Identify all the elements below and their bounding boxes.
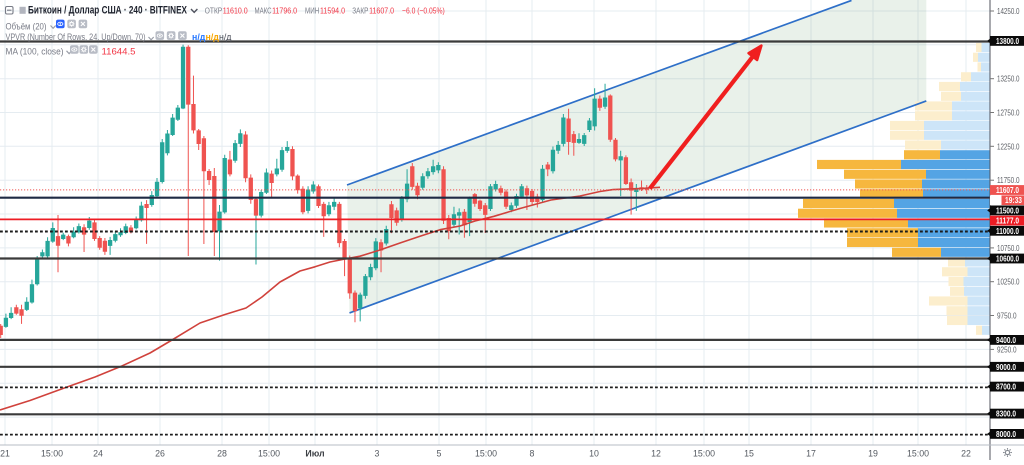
svg-text:5: 5 bbox=[437, 449, 442, 459]
svg-text:8000.0: 8000.0 bbox=[996, 429, 1016, 439]
svg-text:11000.0: 11000.0 bbox=[996, 226, 1019, 236]
svg-text:15:00: 15:00 bbox=[693, 449, 715, 459]
svg-text:15:00: 15:00 bbox=[258, 449, 280, 459]
svg-text:8300.0: 8300.0 bbox=[996, 409, 1016, 419]
svg-text:10600.0: 10600.0 bbox=[996, 254, 1019, 264]
svg-text:МИН: МИН bbox=[305, 5, 319, 15]
svg-text:8: 8 bbox=[530, 449, 535, 459]
svg-text:19: 19 bbox=[868, 449, 878, 459]
svg-text:11594.0: 11594.0 bbox=[320, 5, 345, 15]
svg-text:9000.0: 9000.0 bbox=[996, 362, 1016, 372]
svg-text:8700.0: 8700.0 bbox=[996, 382, 1016, 392]
svg-text:ОТКР: ОТКР bbox=[205, 5, 223, 15]
svg-text:МАКС: МАКС bbox=[255, 5, 272, 15]
svg-text:12: 12 bbox=[651, 449, 661, 459]
svg-text:Объём (20): Объём (20) bbox=[6, 21, 47, 32]
svg-text:−6.0 (−0.05%): −6.0 (−0.05%) bbox=[402, 5, 445, 15]
svg-text:ЗАКР: ЗАКР bbox=[352, 5, 368, 15]
svg-text:15:00: 15:00 bbox=[41, 449, 63, 459]
svg-text:12250.0: 12250.0 bbox=[997, 141, 1020, 151]
svg-text:11796.0: 11796.0 bbox=[272, 5, 297, 15]
svg-text:н/д: н/д bbox=[192, 32, 206, 42]
svg-text:14250.0: 14250.0 bbox=[997, 6, 1020, 16]
svg-text:15: 15 bbox=[744, 449, 754, 459]
svg-text:28: 28 bbox=[217, 449, 227, 459]
svg-text:19:33: 19:33 bbox=[1005, 195, 1022, 205]
svg-text:10750.0: 10750.0 bbox=[997, 243, 1020, 253]
svg-text:15:00: 15:00 bbox=[907, 449, 929, 459]
svg-text:26: 26 bbox=[155, 449, 165, 459]
svg-text:10: 10 bbox=[589, 449, 599, 459]
svg-text:9400.0: 9400.0 bbox=[996, 335, 1016, 345]
svg-text:Июл: Июл bbox=[305, 449, 324, 459]
svg-text:15:00: 15:00 bbox=[475, 449, 497, 459]
svg-text:н/д: н/д bbox=[206, 32, 220, 42]
svg-text:Биткоин / Доллар США · 240 · B: Биткоин / Доллар США · 240 · BITFINEX bbox=[28, 5, 187, 17]
svg-text:22: 22 bbox=[961, 449, 971, 459]
svg-text:13250.0: 13250.0 bbox=[997, 74, 1020, 84]
svg-text:11607.0: 11607.0 bbox=[996, 185, 1019, 195]
svg-text:VPVR (Number Of Rows, 24, Up/D: VPVR (Number Of Rows, 24, Up/Down, 70) bbox=[6, 32, 146, 43]
svg-text:11177.0: 11177.0 bbox=[996, 216, 1019, 226]
svg-text:MA (100, close): MA (100, close) bbox=[6, 47, 64, 58]
svg-text:12750.0: 12750.0 bbox=[997, 108, 1020, 118]
svg-text:3: 3 bbox=[375, 449, 380, 459]
svg-text:11500.0: 11500.0 bbox=[996, 205, 1019, 215]
svg-text:11610.0: 11610.0 bbox=[223, 5, 248, 15]
svg-text:13800.0: 13800.0 bbox=[996, 36, 1019, 46]
svg-text:9750.0: 9750.0 bbox=[997, 311, 1017, 321]
svg-text:11607.0: 11607.0 bbox=[369, 5, 394, 15]
svg-text:24: 24 bbox=[93, 449, 103, 459]
svg-text:11644.5: 11644.5 bbox=[102, 47, 136, 58]
svg-text:21: 21 bbox=[0, 449, 10, 459]
svg-text:11750.0: 11750.0 bbox=[997, 175, 1020, 185]
svg-text:н/д: н/д bbox=[219, 32, 231, 42]
svg-text:10250.0: 10250.0 bbox=[997, 277, 1020, 287]
svg-text:17: 17 bbox=[806, 449, 816, 459]
svg-text:9250.0: 9250.0 bbox=[997, 344, 1017, 354]
